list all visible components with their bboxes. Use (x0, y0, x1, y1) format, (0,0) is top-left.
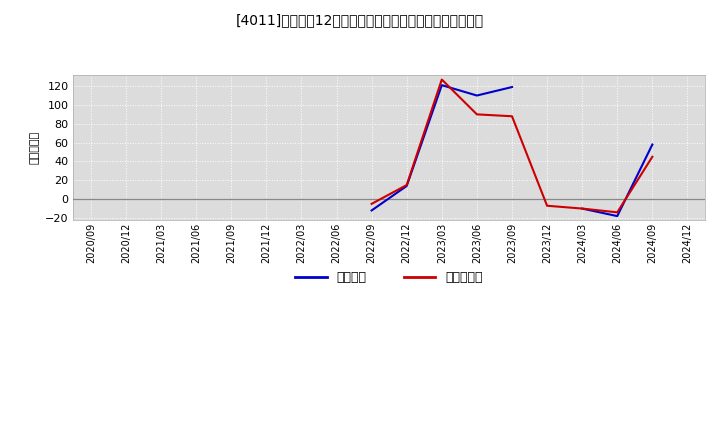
Legend: 経常利益, 当期純利益: 経常利益, 当期純利益 (290, 266, 488, 289)
Y-axis label: （百万円）: （百万円） (30, 131, 40, 164)
Text: [4011]　利益の12か月移動合計の対前年同期増減額の推移: [4011] 利益の12か月移動合計の対前年同期増減額の推移 (236, 13, 484, 27)
